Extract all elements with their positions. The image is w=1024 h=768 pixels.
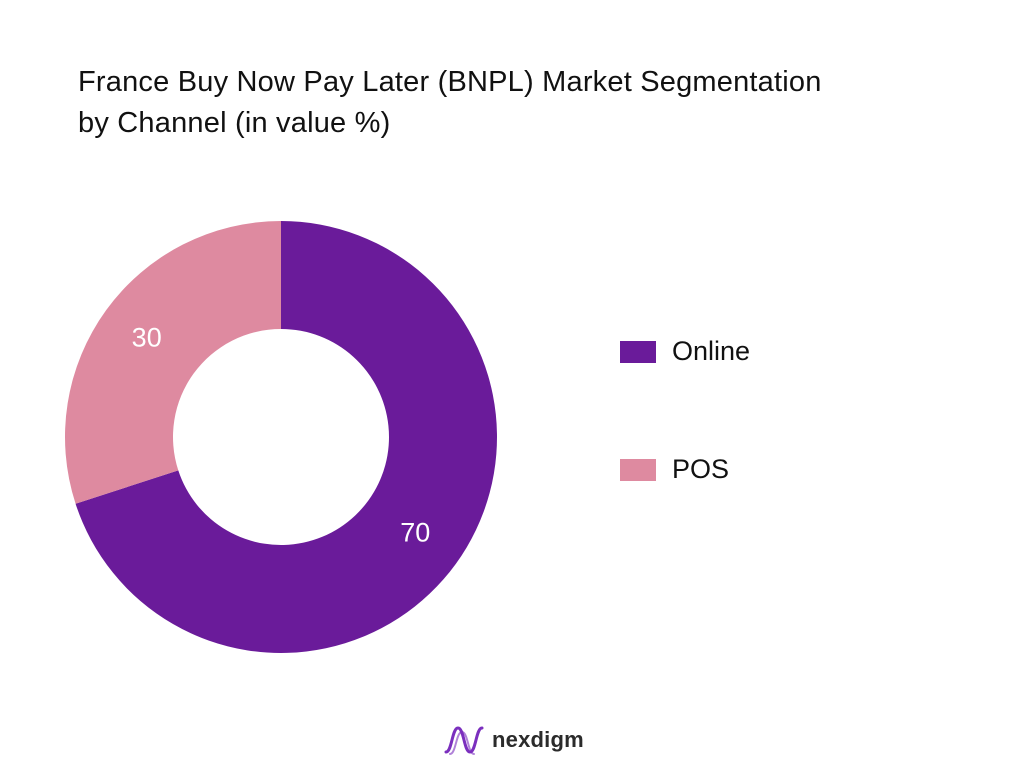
legend-label-online: Online (672, 336, 751, 366)
donut-label-online: 70 (400, 518, 430, 548)
nexdigm-wave-logo-icon (444, 726, 484, 755)
legend-item-online: Online (620, 336, 750, 367)
legend-item-pos: POS (620, 454, 729, 485)
chart-title-line-2: by Channel (in value %) (78, 107, 391, 139)
donut-slice-pos (64, 221, 281, 504)
donut-slice-online (75, 221, 498, 653)
donut-slice-labels: 70 30 (132, 323, 431, 548)
brand-logo: nexdigm (444, 722, 584, 758)
brand-name: nexdigm (492, 727, 584, 752)
donut-label-pos: 30 (132, 323, 162, 353)
donut-slices (64, 221, 498, 653)
legend-label-pos: POS (672, 454, 730, 484)
chart-title: France Buy Now Pay Later (BNPL) Market S… (78, 62, 998, 144)
legend-swatch-pos (620, 458, 656, 481)
legend-swatch-online (620, 340, 656, 363)
chart-title-line-1: France Buy Now Pay Later (BNPL) Market S… (78, 66, 822, 98)
